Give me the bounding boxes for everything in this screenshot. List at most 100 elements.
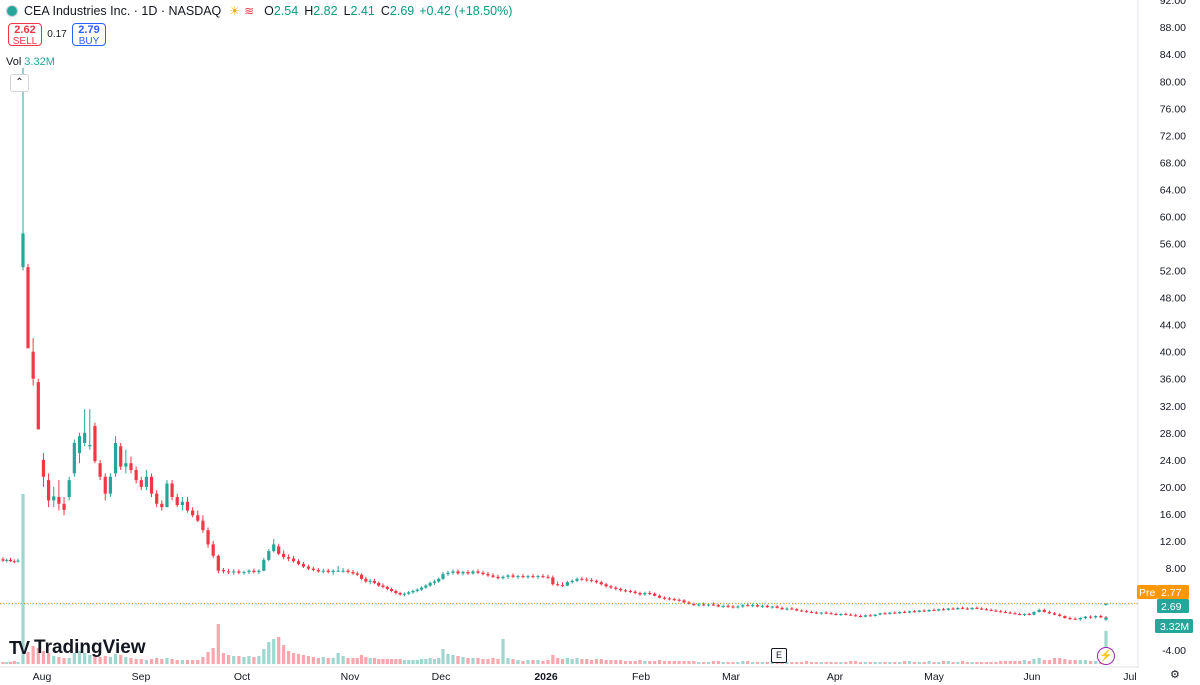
candle-body [854, 615, 858, 617]
volume-bar [67, 658, 71, 664]
volume-bar [941, 661, 946, 664]
flash-event-icon[interactable]: ⚡ [1097, 647, 1115, 665]
candle-body [407, 592, 411, 594]
candle-body [609, 586, 613, 588]
volume-legend[interactable]: Vol 3.32M [6, 56, 55, 68]
candle [491, 573, 495, 579]
candle [5, 558, 9, 563]
candle-body [922, 610, 926, 612]
candle [83, 409, 87, 447]
candle-body [800, 610, 804, 612]
candle [780, 606, 784, 610]
candle [1088, 615, 1093, 619]
collapse-chevron-up-icon[interactable]: ⌃ [10, 74, 29, 92]
candle [175, 493, 179, 508]
price-tick-label: 28.00 [1160, 428, 1186, 440]
candle-body [113, 442, 118, 474]
candle [883, 611, 887, 615]
time-tick-label: May [924, 671, 945, 683]
candle [736, 605, 740, 609]
volume-bar [336, 653, 340, 664]
candle-body [863, 615, 867, 617]
candle-body [144, 476, 149, 487]
candle-body [466, 572, 470, 574]
volume-bar [1008, 661, 1012, 664]
volume-bar [741, 661, 745, 664]
price-tick-label: 92.00 [1160, 0, 1186, 7]
symbol-logo-icon[interactable] [6, 5, 18, 17]
volume-bar [1078, 660, 1082, 664]
candle [819, 611, 823, 615]
volume-bar [804, 661, 809, 664]
volume-bar [398, 659, 402, 664]
price-tick-label: 40.00 [1160, 347, 1186, 359]
candle-body [389, 588, 394, 591]
candle [394, 589, 398, 595]
candle [1073, 617, 1077, 621]
volume-bar [282, 645, 286, 664]
candle [1063, 615, 1067, 619]
volume-bar [960, 661, 965, 664]
candle-body [628, 590, 632, 592]
volume-bar [692, 661, 696, 664]
candle [970, 607, 974, 610]
candle [516, 574, 520, 579]
volume-bar [932, 662, 936, 664]
candle-body [272, 544, 276, 552]
candle [878, 612, 882, 616]
volume-bar [511, 659, 515, 664]
candle [62, 497, 66, 516]
candle [139, 476, 143, 491]
candle [155, 490, 159, 508]
volume-bar [359, 655, 364, 664]
candle [785, 607, 789, 611]
volume-bar [419, 659, 424, 664]
candle-body [57, 497, 61, 504]
candle-body [580, 578, 584, 580]
volume-bar [175, 660, 179, 664]
candle-body [1063, 615, 1067, 619]
volume-bar [316, 658, 320, 664]
earnings-marker[interactable]: E [771, 648, 787, 663]
volume-bar [604, 660, 608, 664]
price-badges: Pre 2.77 2.69 3.32M [1137, 585, 1193, 633]
candle [185, 497, 190, 513]
volume-bar [286, 651, 291, 664]
candle-body [638, 593, 642, 595]
time-tick-label: Jul [1123, 671, 1136, 683]
candle [1037, 608, 1041, 613]
sell-button[interactable]: 2.62 SELL [8, 23, 42, 47]
market-status-icon[interactable]: ☀ [229, 4, 241, 18]
volume-bar [476, 658, 480, 664]
candle [277, 543, 281, 556]
candle [26, 263, 30, 349]
buy-button[interactable]: 2.79 BUY [72, 23, 106, 47]
volume-bar [628, 661, 632, 664]
tradingview-logo[interactable]: TV TradingView [9, 637, 146, 659]
settings-gear-icon[interactable]: ⚙ [1170, 669, 1180, 681]
candle-body [5, 559, 9, 561]
price-tick-label: 80.00 [1160, 76, 1186, 88]
candle-body [103, 476, 107, 494]
candle [521, 574, 525, 579]
volume-bar [623, 661, 628, 664]
candle [16, 558, 20, 563]
data-quality-icon[interactable]: ≋ [244, 4, 255, 18]
candle [1068, 616, 1072, 621]
symbol-title[interactable]: CEA Industries Inc. · 1D · NASDAQ [24, 4, 222, 18]
volume-bar [736, 662, 740, 664]
volume-bar [5, 662, 9, 664]
candle [922, 609, 926, 612]
candle-body [134, 469, 138, 481]
candle [956, 607, 960, 610]
time-tick-label: Sep [132, 671, 151, 683]
time-tick-label: Aug [33, 671, 52, 683]
candle-body [1027, 613, 1031, 615]
volume-bar [716, 661, 720, 664]
pre-badge-price: 2.77 [1161, 587, 1182, 599]
candle [21, 67, 25, 271]
candle [170, 480, 174, 501]
candle-body [604, 584, 608, 587]
volume-bar [648, 661, 652, 664]
